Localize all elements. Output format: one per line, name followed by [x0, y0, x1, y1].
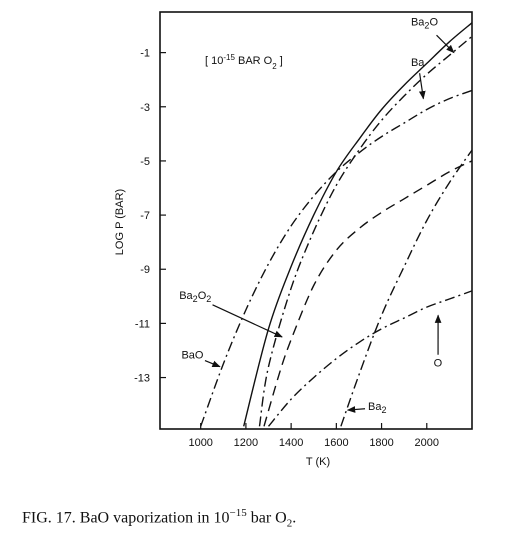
y-tick-label: -1	[140, 48, 150, 60]
curve-label: O	[434, 358, 443, 370]
x-tick-label: 1600	[324, 437, 348, 449]
curves	[200, 22, 473, 427]
curve-label: Ba	[411, 57, 425, 69]
x-tick-label: 1400	[279, 437, 303, 449]
caption-unit: bar O	[250, 509, 287, 527]
y-tick-label: -5	[140, 156, 150, 168]
plot-frame	[159, 11, 473, 430]
x-tick-label: 1000	[188, 437, 212, 449]
caption-text: BaO vaporization in 10	[79, 509, 230, 527]
series-line-ba2o2	[263, 160, 473, 427]
y-tick-label: -11	[135, 318, 150, 330]
x-tick-label: 1200	[234, 437, 258, 449]
caption-suffix: .	[292, 509, 297, 527]
x-tick-label: 2000	[415, 437, 439, 449]
x-tick-label: 1800	[369, 437, 393, 449]
caption-exponent: −15	[229, 507, 247, 519]
annotation-arrow	[204, 360, 221, 368]
figure-caption: FIG. 17. BaO vaporization in 10−15 bar O…	[22, 507, 296, 530]
curve-label: BaO	[181, 350, 203, 362]
annotation-arrow	[346, 406, 366, 413]
y-tick-label: -3	[140, 102, 150, 114]
axis-ticks: 1000 1200 1400 1600 1800 2000 -1 -3 -5 -7 -9 -11 -13	[134, 48, 439, 449]
caption-subscript: 2	[286, 517, 293, 530]
series-line-bao	[200, 89, 473, 427]
y-tick-label: -13	[134, 373, 150, 385]
series-line-ba	[243, 22, 473, 427]
series-line-ba2	[340, 149, 473, 427]
curve-label: Ba2	[368, 401, 386, 415]
annotation-arrow	[212, 304, 283, 338]
x-axis-label: T (K)	[306, 456, 330, 468]
annotation-arrow	[436, 34, 455, 54]
curve-label: Ba2O2	[179, 290, 211, 304]
y-tick-label: -9	[140, 264, 150, 276]
series-line-ba2o	[258, 35, 473, 427]
y-tick-label: -7	[140, 210, 150, 222]
y-axis-label: LOG P (BAR)	[114, 189, 126, 255]
caption-prefix: FIG. 17.	[22, 509, 76, 527]
chart-title: [ 10-15 BAR O2 ]	[205, 53, 283, 71]
curve-label: Ba2O	[411, 17, 438, 31]
annotation-arrow	[418, 73, 426, 100]
